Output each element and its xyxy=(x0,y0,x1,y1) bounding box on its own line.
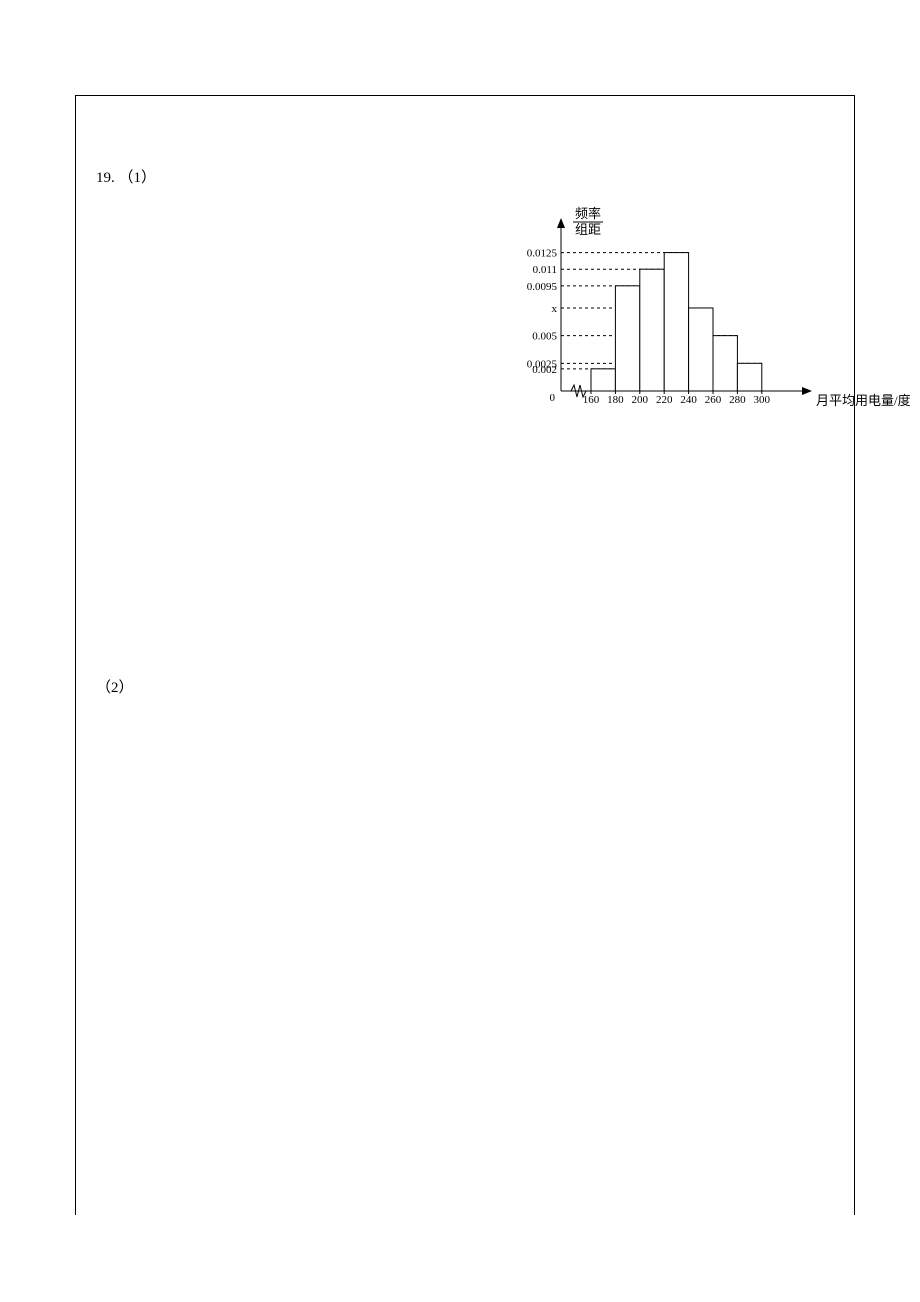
svg-text:0.0125: 0.0125 xyxy=(527,248,558,260)
svg-text:180: 180 xyxy=(607,394,624,406)
svg-text:160: 160 xyxy=(583,394,600,406)
svg-text:频率: 频率 xyxy=(575,206,601,221)
q-number-text: 19. xyxy=(96,170,115,186)
chart-svg: 频率组距0.01250.0110.00950.0050.00250.002x01… xyxy=(506,206,920,426)
q-part2-text: （2） xyxy=(96,680,134,696)
svg-text:x: x xyxy=(552,303,558,315)
q-part1-text: （1） xyxy=(119,170,157,186)
histogram-chart: 频率组距0.01250.0110.00950.0050.00250.002x01… xyxy=(506,206,920,431)
svg-text:0.002: 0.002 xyxy=(532,364,557,376)
svg-text:240: 240 xyxy=(680,394,697,406)
svg-text:280: 280 xyxy=(729,394,746,406)
svg-text:200: 200 xyxy=(632,394,649,406)
svg-text:0.0095: 0.0095 xyxy=(527,281,558,293)
svg-text:300: 300 xyxy=(754,394,771,406)
question-part2: （2） xyxy=(96,676,134,697)
svg-text:0: 0 xyxy=(550,392,556,404)
svg-text:260: 260 xyxy=(705,394,722,406)
page-frame: 19. （1） （2） 频率组距 0.0125 0.011 0.0095 0.005 0.… xyxy=(75,95,855,1215)
svg-text:0.011: 0.011 xyxy=(533,264,557,276)
svg-text:组距: 组距 xyxy=(575,222,601,237)
svg-text:月平均用电量/度: 月平均用电量/度 xyxy=(816,393,911,408)
question-number: 19. （1） xyxy=(96,166,156,187)
svg-text:0.005: 0.005 xyxy=(532,331,557,343)
svg-text:220: 220 xyxy=(656,394,673,406)
